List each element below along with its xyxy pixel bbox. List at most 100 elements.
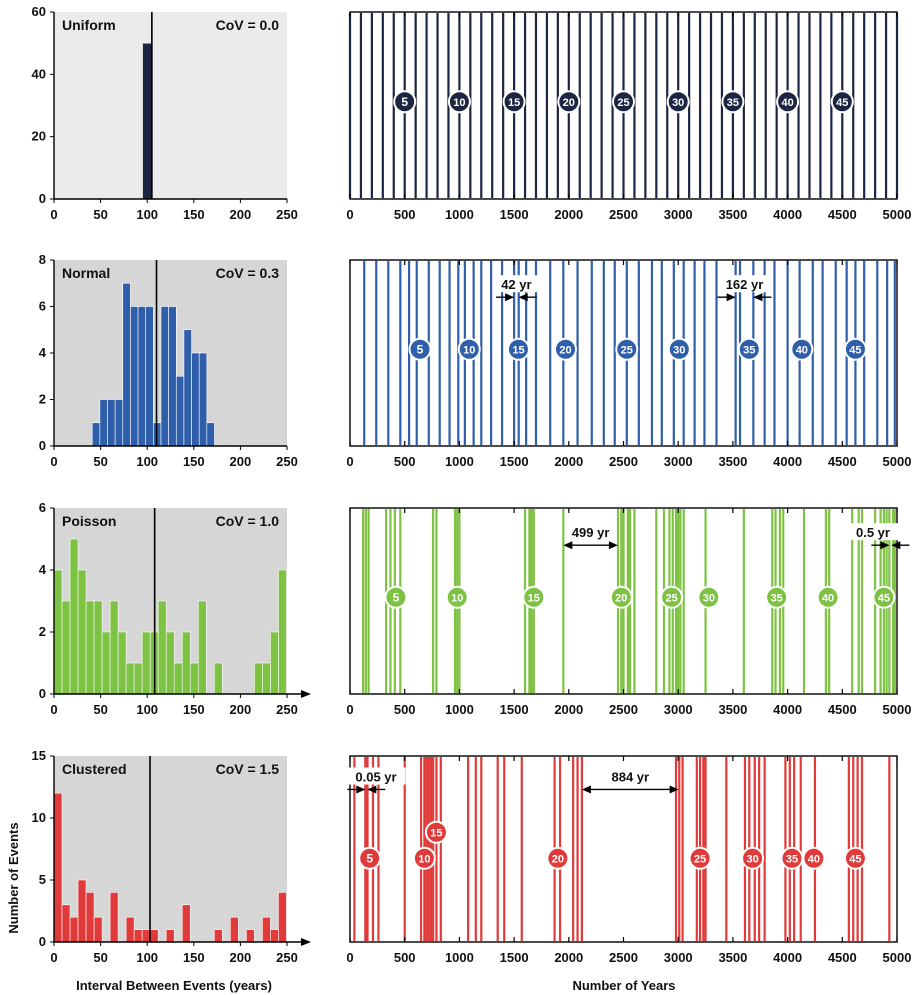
event-marker: 25	[688, 846, 712, 870]
event-marker-label: 40	[796, 344, 808, 356]
event-marker: 45	[843, 846, 867, 870]
event-marker-circle	[424, 820, 448, 844]
histogram-bar	[117, 631, 127, 695]
x-tick-label: 200	[230, 950, 252, 965]
histogram-bar	[254, 662, 263, 695]
event-marker-circle	[384, 585, 408, 609]
event-marker-label: 10	[418, 853, 430, 865]
histogram-bar	[230, 916, 239, 943]
event-marker-label: 10	[463, 344, 475, 356]
x-tick-label: 500	[394, 950, 416, 965]
x-tick-label: 5000	[883, 702, 912, 717]
y-tick-label: 8	[39, 252, 46, 267]
x-tick-label: 5000	[883, 207, 912, 222]
event-marker-circle	[666, 90, 690, 114]
histogram-bar	[133, 662, 143, 695]
interval-arrow-left	[581, 785, 591, 794]
x-tick-label: 3500	[718, 702, 747, 717]
event-marker: 40	[802, 846, 826, 870]
event-marker-label: 35	[727, 97, 739, 109]
interval-label: 0.05 yr	[355, 769, 396, 784]
histogram-bar	[165, 631, 175, 695]
event-marker: 40	[790, 337, 814, 361]
x-tick-label: 2500	[609, 702, 638, 717]
event-marker-circle	[393, 90, 417, 114]
histogram-bar	[168, 306, 177, 447]
x-tick-label: 250	[276, 702, 298, 717]
x-tick-label: 50	[93, 702, 107, 717]
event-marker-circle	[741, 846, 765, 870]
event-marker-label: 20	[563, 97, 575, 109]
histogram-bar	[278, 892, 287, 943]
event-marker-circle	[843, 337, 867, 361]
y-tick-label: 5	[39, 872, 46, 887]
interval-arrow-left	[726, 293, 736, 302]
x-tick-label: 100	[136, 950, 158, 965]
histogram-bar	[141, 929, 151, 943]
histogram-poisson: 0 50 100 150 200 250 0 2 4 6 Poisson CoV = 1.0	[39, 500, 311, 717]
interval-annotation: 884 yr	[581, 767, 679, 794]
event-marker-label: 20	[615, 592, 627, 604]
event-marker-label: 25	[694, 853, 706, 865]
histogram-bar	[197, 600, 207, 695]
event-marker: 40	[816, 585, 840, 609]
x-axis-arrow	[301, 938, 311, 946]
x-tick-label: 100	[136, 454, 158, 469]
histogram-bar	[130, 306, 139, 447]
histogram-bar	[85, 600, 95, 695]
histogram-bar	[160, 306, 169, 447]
event-marker-circle	[546, 846, 570, 870]
event-marker-circle	[721, 90, 745, 114]
event-marker: 15	[506, 337, 530, 361]
histogram-bar	[181, 631, 191, 695]
interval-arrow-left	[505, 293, 515, 302]
histogram-bar	[270, 631, 279, 695]
distribution-name: Uniform	[62, 17, 116, 33]
event-marker-label: 15	[512, 344, 524, 356]
event-marker-label: 45	[878, 592, 890, 604]
histogram-bar	[77, 569, 87, 695]
event-marker-circle	[612, 90, 635, 114]
x-tick-label: 50	[93, 454, 107, 469]
histogram-bar	[61, 904, 71, 943]
x-tick-label: 0	[346, 454, 353, 469]
histogram-normal: 0 50 100 150 200 250 0 2 4 6 8 Normal CoV = 0.3	[39, 252, 298, 469]
x-tick-label: 0	[50, 454, 57, 469]
interval-label-bg	[604, 767, 657, 785]
cov-label: CoV = 1.0	[216, 513, 280, 529]
cov-label: CoV = 0.0	[216, 17, 280, 33]
y-tick-label: 2	[39, 392, 46, 407]
event-marker: 5	[358, 846, 382, 870]
event-marker: 30	[667, 337, 691, 361]
histogram-bar	[183, 329, 192, 447]
histogram-bar	[61, 600, 71, 695]
event-marker-circle	[408, 337, 432, 361]
event-marker: 15	[522, 585, 546, 609]
interval-annotation: 42 yr	[494, 275, 539, 302]
histogram-bar	[175, 375, 185, 447]
x-tick-label: 4000	[773, 950, 802, 965]
interval-label-bg	[847, 523, 899, 541]
event-marker: 30	[697, 585, 721, 609]
cov-label: CoV = 1.5	[216, 761, 280, 777]
x-tick-label: 250	[276, 950, 298, 965]
timeline-4: 0 500 1000 1500 2000 2500 3000 3500 4000 4500 5000…	[346, 755, 911, 965]
distribution-name: Poisson	[62, 513, 116, 529]
x-tick-label: 4500	[828, 454, 857, 469]
event-marker: 20	[554, 337, 578, 361]
interval-label: 42 yr	[501, 277, 531, 292]
y-tick-label: 0	[39, 438, 46, 453]
event-marker-circle	[697, 585, 721, 609]
interval-arrow-left	[356, 785, 366, 794]
x-tick-label: 3000	[664, 207, 693, 222]
histogram-bar	[101, 631, 111, 695]
histogram-bar	[125, 662, 135, 695]
histogram-bar	[191, 352, 200, 447]
x-tick-label: 4000	[773, 702, 802, 717]
event-marker-circle	[765, 585, 789, 609]
interval-label-bg	[346, 767, 406, 785]
histogram-bar	[149, 929, 159, 943]
histogram-bar	[69, 916, 79, 943]
event-marker-circle	[816, 585, 840, 609]
